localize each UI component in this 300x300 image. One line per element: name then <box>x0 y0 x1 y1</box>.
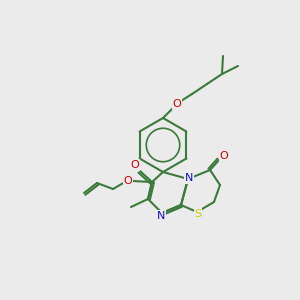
Text: O: O <box>220 151 228 161</box>
Text: O: O <box>130 160 140 170</box>
Text: N: N <box>185 173 193 183</box>
Text: N: N <box>157 211 165 221</box>
Text: S: S <box>194 209 202 219</box>
Text: O: O <box>124 176 132 186</box>
Text: O: O <box>172 99 182 109</box>
